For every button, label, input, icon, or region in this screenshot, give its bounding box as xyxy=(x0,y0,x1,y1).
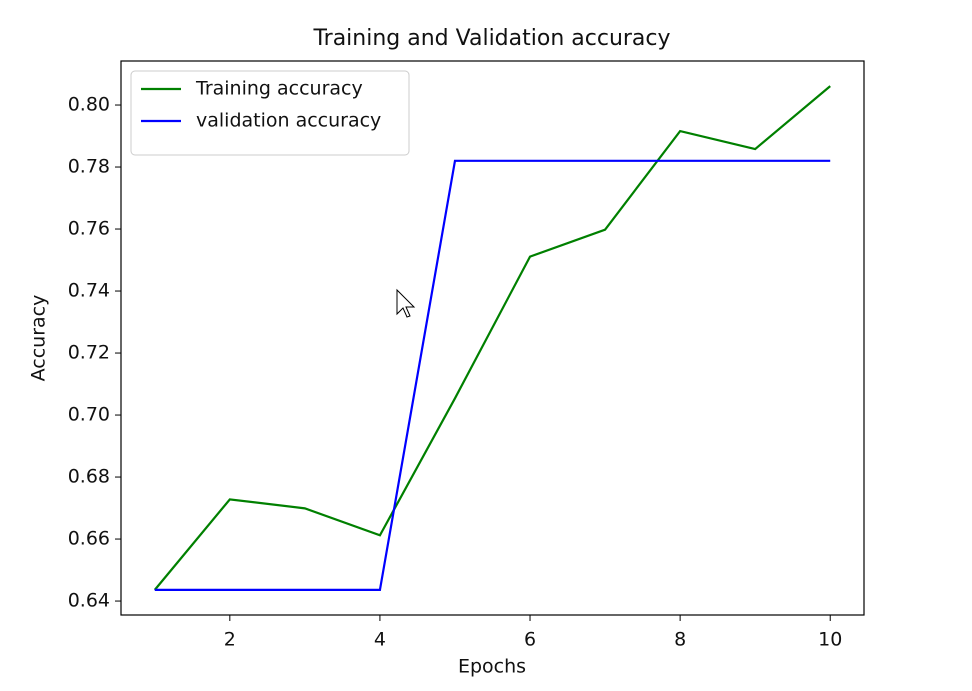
y-tick-label: 0.76 xyxy=(68,218,110,240)
legend-box xyxy=(130,70,410,156)
y-axis-label: Accuracy xyxy=(28,295,50,382)
legend: Training accuracy validation accuracy xyxy=(130,70,410,156)
y-tick-label: 0.72 xyxy=(68,342,110,364)
x-tick-label: 10 xyxy=(818,629,842,651)
line-series xyxy=(154,159,831,591)
y-tick-label: 0.70 xyxy=(68,404,110,426)
y-tick-label: 0.74 xyxy=(68,280,110,302)
chart-title: Training and Validation accuracy xyxy=(312,26,670,51)
mouse-cursor xyxy=(396,288,416,318)
y-tick-label: 0.80 xyxy=(68,94,110,116)
legend-label: Training accuracy xyxy=(195,78,363,100)
legend-label: validation accuracy xyxy=(196,110,381,132)
y-tick-label: 0.78 xyxy=(68,156,110,178)
y-tick-label: 0.68 xyxy=(68,466,110,488)
x-tick-label: 2 xyxy=(224,629,236,651)
x-axis-label: Epochs xyxy=(458,656,526,678)
x-tick-label: 8 xyxy=(674,629,686,651)
line-series xyxy=(153,85,831,591)
plot-frame xyxy=(120,60,865,616)
x-tick-label: 6 xyxy=(524,629,536,651)
x-tick-label: 4 xyxy=(374,629,386,651)
y-tick-label: 0.66 xyxy=(68,528,110,550)
y-tick-label: 0.64 xyxy=(68,590,110,612)
